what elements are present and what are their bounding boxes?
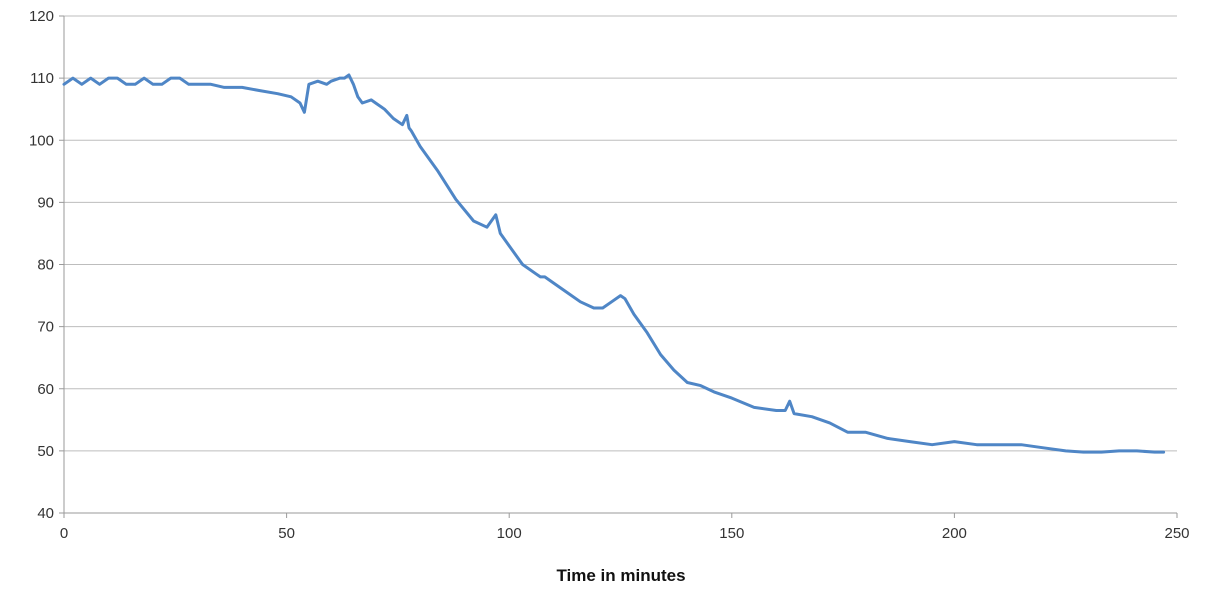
y-tick-label-70: 70 bbox=[37, 319, 54, 336]
y-tick-label-120: 120 bbox=[29, 8, 54, 25]
x-tick-label-250: 250 bbox=[1164, 525, 1189, 542]
x-tick-label-100: 100 bbox=[497, 525, 522, 542]
y-tick-label-110: 110 bbox=[30, 70, 54, 87]
x-axis-title: Time in minutes bbox=[556, 566, 685, 585]
y-tick-label-80: 80 bbox=[37, 257, 54, 274]
y-tick-label-100: 100 bbox=[29, 132, 54, 149]
y-tick-label-40: 40 bbox=[37, 505, 54, 522]
axes bbox=[59, 15, 1178, 518]
y-tick-label-60: 60 bbox=[37, 381, 54, 398]
series-line-1 bbox=[62, 73, 1166, 454]
y-tick-label-90: 90 bbox=[37, 194, 54, 211]
x-tick-label-50: 50 bbox=[278, 525, 295, 542]
y-tick-label-50: 50 bbox=[37, 443, 54, 460]
x-tick-label-200: 200 bbox=[942, 525, 967, 542]
x-tick-label-150: 150 bbox=[719, 525, 744, 542]
gridlines bbox=[64, 15, 1177, 452]
tick-labels: 40 50 60 70 80 90 100 110 120 0 50 100 150 200 250 bbox=[29, 8, 1190, 542]
x-tick-label-0: 0 bbox=[60, 525, 68, 542]
series-lines bbox=[62, 73, 1166, 454]
